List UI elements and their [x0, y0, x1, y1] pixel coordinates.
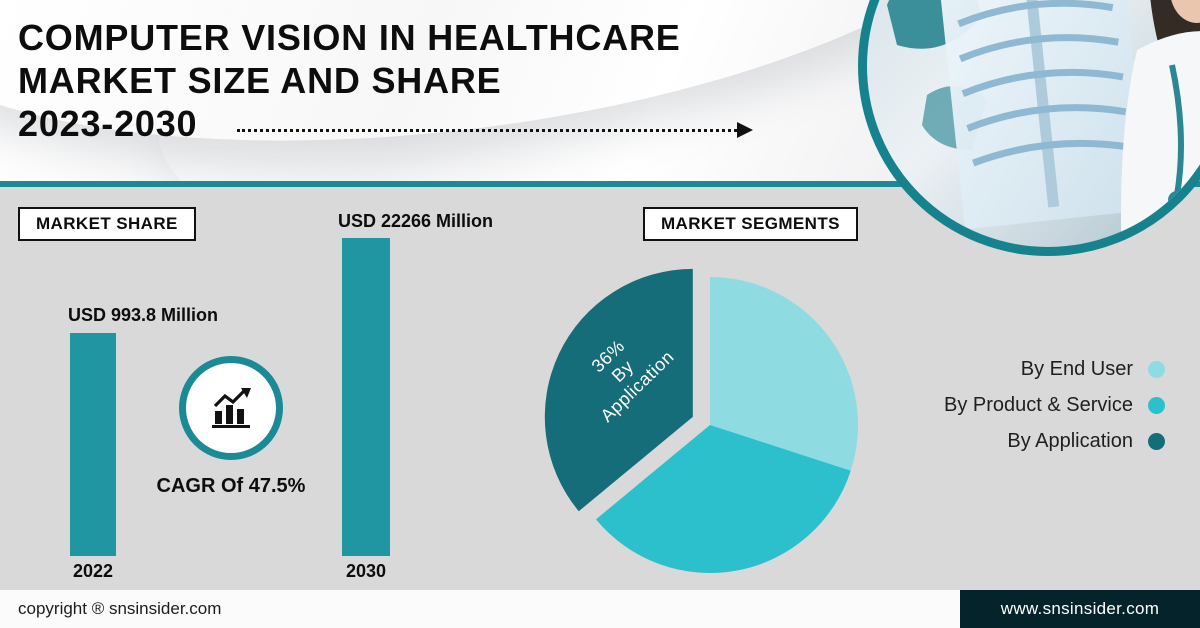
legend-label: By End User	[1020, 358, 1133, 380]
growth-chart-icon	[212, 388, 251, 428]
arrow-head-icon	[737, 122, 753, 138]
legend-label: By Application	[1007, 430, 1133, 452]
dotted-arrow-line	[237, 129, 737, 132]
market-share-label: MARKET SHARE	[18, 207, 196, 241]
bar-2022	[70, 333, 116, 556]
website-block: www.snsinsider.com	[960, 590, 1200, 628]
pie-slice	[710, 277, 858, 471]
legend-dot-icon	[1148, 361, 1165, 378]
pie-slice	[595, 425, 851, 573]
pie-slice	[544, 268, 693, 512]
cagr-label: CAGR Of 47.5%	[156, 475, 306, 497]
title-line-3: 2023-2030	[18, 103, 198, 144]
cagr-badge	[179, 356, 283, 460]
website-url: www.snsinsider.com	[1000, 599, 1160, 618]
bar-2030	[342, 238, 390, 556]
page-title: COMPUTER VISION IN HEALTHCARE MARKET SIZ…	[18, 16, 681, 145]
teal-divider	[0, 181, 1200, 187]
title-line-1: COMPUTER VISION IN HEALTHCARE	[18, 17, 681, 58]
title-line-2: MARKET SIZE AND SHARE	[18, 60, 502, 101]
bar-year-2022: 2022	[72, 561, 114, 581]
bar-value-2030: USD 22266 Million	[338, 211, 494, 231]
legend-item-end-user: By End User	[950, 358, 1165, 381]
legend-item-product-service: By Product & Service	[944, 394, 1165, 417]
legend-dot-icon	[1148, 433, 1165, 450]
footer: copyright ® snsinsider.com www.snsinside…	[0, 590, 1200, 628]
legend-item-application: By Application	[950, 430, 1165, 453]
doctor-xray-photo	[858, 0, 1200, 256]
market-segments-label: MARKET SEGMENTS	[643, 207, 858, 241]
pie-legend: By End User By Product & Service By Appl…	[944, 358, 1165, 466]
legend-label: By Product & Service	[944, 394, 1133, 416]
pie-chart-wrap	[540, 253, 880, 593]
legend-dot-icon	[1148, 397, 1165, 414]
pie-chart	[544, 268, 858, 573]
bar-value-2022: USD 993.8 Million	[68, 305, 219, 325]
bar-year-2030: 2030	[345, 561, 387, 581]
copyright-text: copyright ® snsinsider.com	[18, 599, 222, 618]
